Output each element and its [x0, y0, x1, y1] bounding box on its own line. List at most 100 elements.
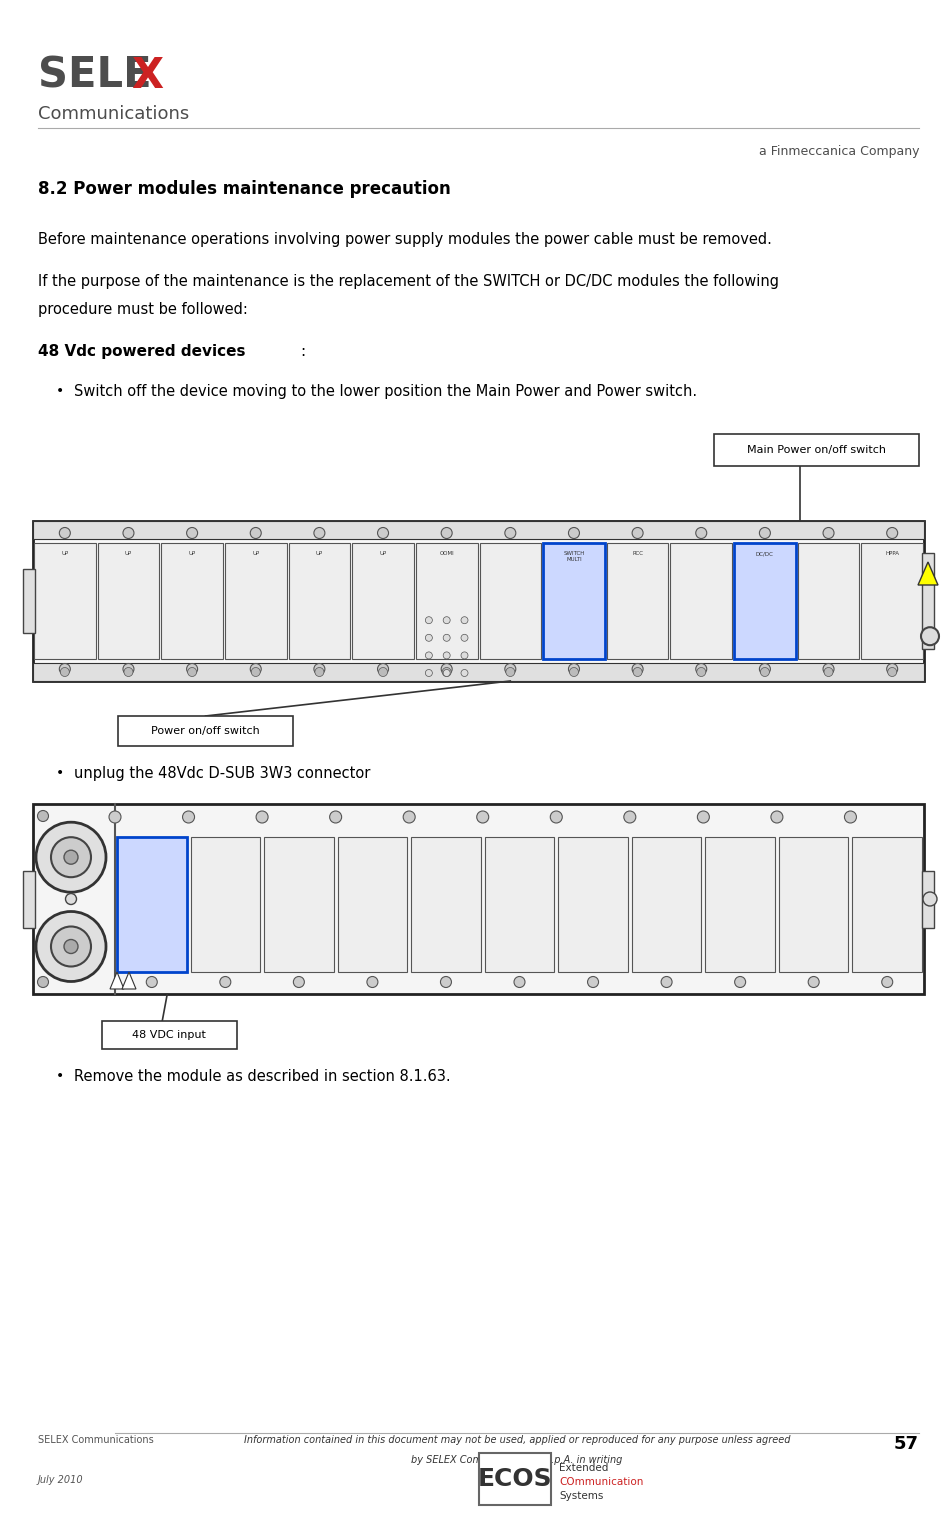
Text: UP: UP — [61, 551, 69, 557]
Bar — [670, 543, 732, 659]
Circle shape — [886, 663, 898, 674]
Circle shape — [505, 528, 515, 538]
Text: •: • — [56, 384, 64, 398]
Circle shape — [921, 627, 939, 645]
Circle shape — [64, 851, 78, 865]
Bar — [632, 837, 701, 971]
Bar — [484, 837, 554, 971]
Circle shape — [109, 811, 121, 824]
Circle shape — [845, 811, 856, 824]
Text: Remove the module as described in section 8.1.63.: Remove the module as described in sectio… — [74, 1069, 450, 1084]
Bar — [33, 522, 924, 682]
Circle shape — [294, 976, 304, 988]
Circle shape — [568, 663, 580, 674]
Circle shape — [220, 976, 231, 988]
Circle shape — [329, 811, 342, 824]
Bar — [102, 1022, 237, 1049]
Text: Main Power on/off switch: Main Power on/off switch — [747, 445, 886, 454]
Bar — [352, 543, 413, 659]
Text: Switch off the device moving to the lower position the Main Power and Power swit: Switch off the device moving to the lowe… — [74, 384, 697, 400]
Text: procedure must be followed:: procedure must be followed: — [38, 302, 248, 317]
Circle shape — [661, 976, 672, 988]
Circle shape — [550, 811, 563, 824]
Circle shape — [461, 634, 468, 642]
Circle shape — [426, 651, 432, 659]
Circle shape — [426, 634, 432, 642]
Circle shape — [761, 668, 769, 677]
Circle shape — [441, 663, 452, 674]
Bar — [852, 837, 922, 971]
Polygon shape — [918, 563, 938, 586]
Circle shape — [36, 912, 106, 982]
Circle shape — [251, 668, 261, 677]
Circle shape — [64, 939, 78, 953]
Circle shape — [443, 634, 450, 642]
Bar — [23, 871, 35, 927]
Bar — [479, 1453, 551, 1505]
Circle shape — [696, 528, 707, 538]
Circle shape — [51, 837, 91, 877]
Bar — [922, 554, 934, 650]
Circle shape — [624, 811, 636, 824]
Circle shape — [441, 528, 452, 538]
Circle shape — [887, 668, 897, 677]
Circle shape — [60, 668, 69, 677]
Text: OOMI: OOMI — [439, 551, 454, 557]
Bar — [225, 543, 287, 659]
Circle shape — [187, 528, 197, 538]
Circle shape — [514, 976, 525, 988]
Text: 57: 57 — [894, 1435, 919, 1453]
Text: ECOS: ECOS — [478, 1467, 552, 1491]
Circle shape — [461, 616, 468, 624]
Circle shape — [771, 811, 783, 824]
Circle shape — [426, 616, 432, 624]
Circle shape — [187, 663, 197, 674]
Circle shape — [314, 528, 325, 538]
Circle shape — [250, 528, 261, 538]
Circle shape — [696, 663, 707, 674]
Bar — [264, 837, 333, 971]
Circle shape — [587, 976, 598, 988]
Circle shape — [505, 663, 515, 674]
Text: Power on/off switch: Power on/off switch — [151, 726, 260, 737]
Circle shape — [443, 616, 450, 624]
Circle shape — [698, 811, 709, 824]
Text: •: • — [56, 766, 64, 779]
Circle shape — [568, 528, 580, 538]
Bar — [118, 717, 293, 746]
Text: Extended: Extended — [559, 1462, 608, 1473]
Circle shape — [632, 663, 643, 674]
Circle shape — [250, 663, 261, 674]
Bar — [705, 837, 775, 971]
Circle shape — [36, 822, 106, 892]
Circle shape — [188, 668, 196, 677]
Text: July 2010: July 2010 — [38, 1475, 84, 1485]
Bar — [861, 543, 923, 659]
Text: COmmunication: COmmunication — [559, 1478, 644, 1487]
Circle shape — [461, 669, 468, 677]
Circle shape — [923, 892, 937, 906]
Circle shape — [367, 976, 378, 988]
Circle shape — [379, 668, 388, 677]
Circle shape — [441, 976, 451, 988]
Circle shape — [38, 976, 48, 988]
Circle shape — [506, 668, 514, 677]
Bar — [558, 837, 628, 971]
Bar — [33, 522, 924, 538]
Circle shape — [443, 651, 450, 659]
Circle shape — [426, 669, 432, 677]
Circle shape — [314, 663, 325, 674]
Circle shape — [65, 894, 76, 904]
Circle shape — [59, 663, 70, 674]
Bar — [33, 804, 924, 994]
Circle shape — [882, 976, 893, 988]
Text: SWITCH
MULTI: SWITCH MULTI — [564, 551, 584, 561]
Text: •: • — [56, 1069, 64, 1083]
Circle shape — [569, 668, 579, 677]
Text: Information contained in this document may not be used, applied or reproduced fo: Information contained in this document m… — [244, 1435, 790, 1446]
Text: by SELEX Communications S.p.A. in writing: by SELEX Communications S.p.A. in writin… — [412, 1455, 623, 1466]
Bar — [33, 663, 924, 682]
Circle shape — [759, 663, 770, 674]
Circle shape — [315, 668, 324, 677]
Bar — [543, 543, 605, 659]
